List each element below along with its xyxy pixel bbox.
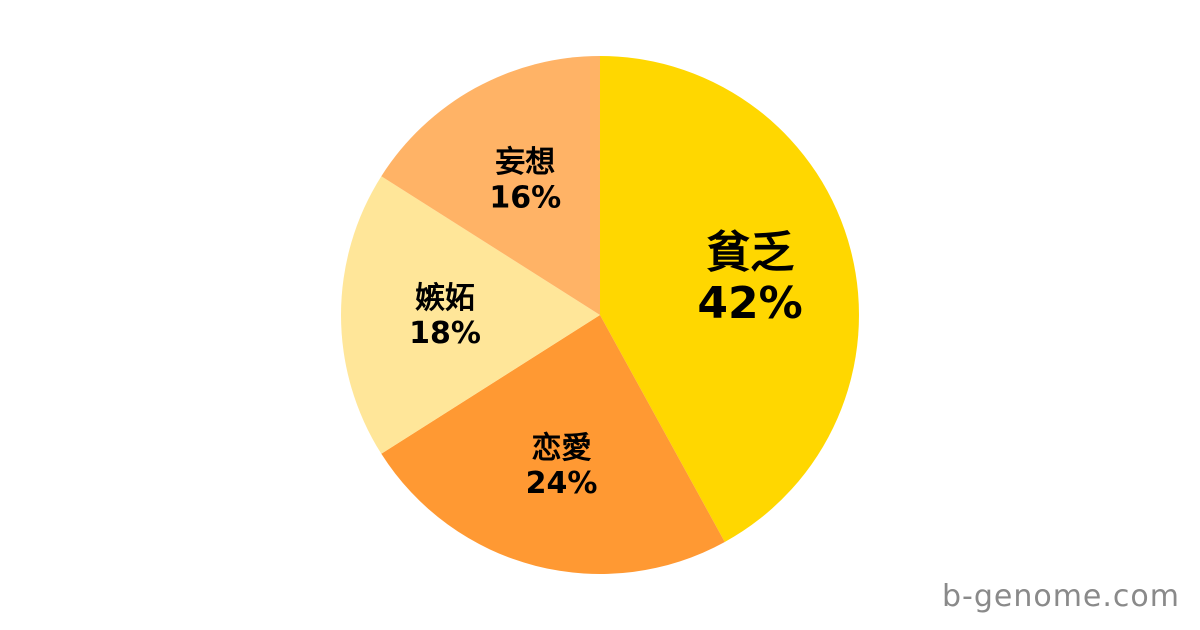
slice-label-2: 嫉妬 18% [409, 281, 481, 351]
pie-slice-0 [600, 56, 859, 542]
pie-slice-3 [381, 56, 600, 315]
watermark-text: b-genome.com [941, 579, 1180, 614]
slice-label-1: 恋愛 24% [526, 431, 598, 501]
pie-slice-2 [341, 176, 600, 454]
pie-labels-group: 貧乏 42% 恋愛 24% 嫉妬 18%妄想 16% [409, 145, 803, 501]
slice-label-3: 妄想 16% [489, 145, 561, 215]
pie-slices-group [341, 56, 859, 574]
pie-slice-1 [381, 315, 725, 574]
slice-label-0: 貧乏 42% [697, 227, 802, 329]
